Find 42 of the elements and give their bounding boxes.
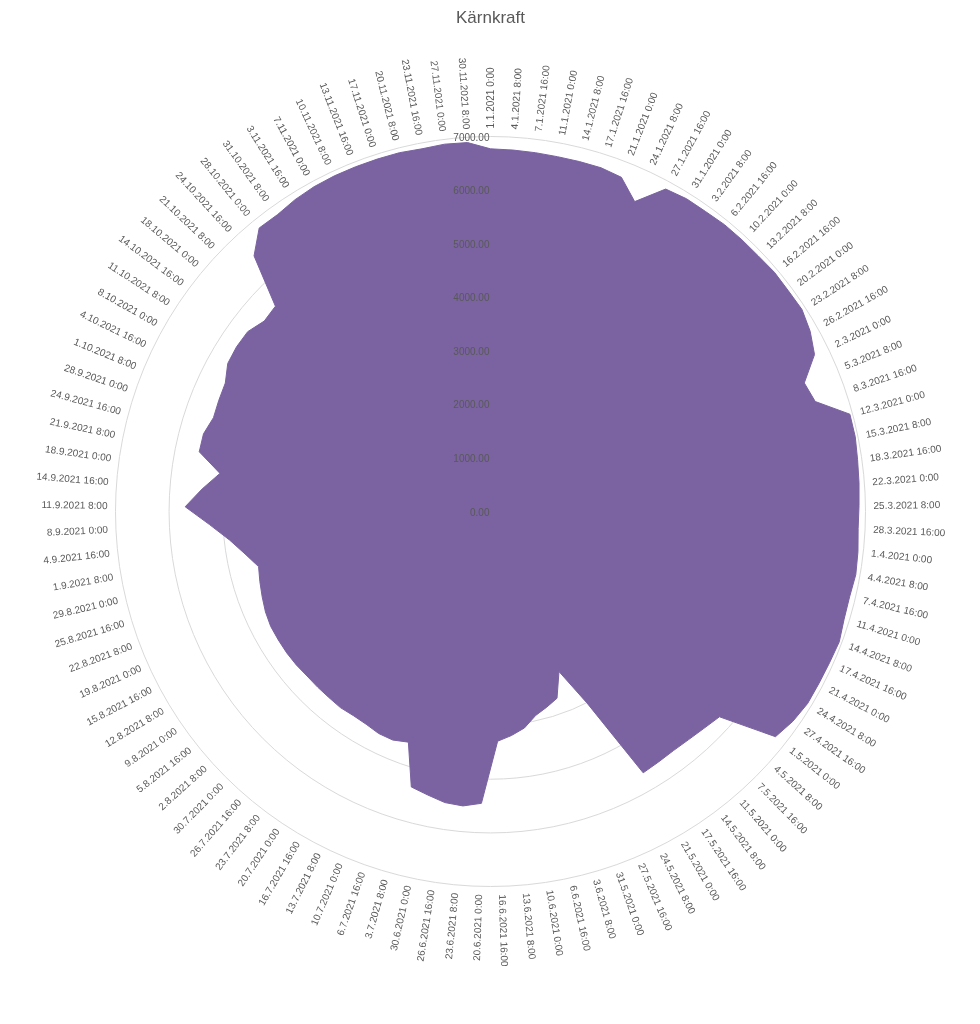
spoke-label: 23.11.2021 16:00	[399, 58, 425, 137]
y-tick-label: 1000.00	[453, 452, 490, 464]
spoke-label: 10.6.2021 0:00	[544, 889, 566, 958]
spoke-label: 4.4.2021 8:00	[866, 571, 930, 593]
spoke-label: 26.6.2021 16:00	[414, 888, 437, 963]
spoke-label: 22.3.2021 0:00	[871, 471, 940, 488]
chart-title: Kärnkraft	[456, 7, 526, 27]
spoke-label: 14.9.2021 16:00	[36, 470, 110, 488]
spoke-label: 1.4.2021 0:00	[870, 547, 934, 566]
spoke-label: 18.3.2021 16:00	[868, 442, 943, 464]
spoke-label: 21.9.2021 8:00	[48, 415, 117, 441]
y-tick-label: 0.00	[470, 506, 490, 518]
y-tick-label: 4000.00	[453, 292, 490, 304]
spoke-label: 7.1.2021 16:00	[532, 64, 552, 133]
spoke-label: 29.8.2021 0:00	[51, 594, 120, 621]
spoke-label: 18.9.2021 0:00	[44, 443, 113, 464]
spoke-label: 7.4.2021 16:00	[861, 594, 930, 621]
spoke-label: 1.1.2021 0:00	[485, 66, 496, 129]
spoke-label: 20.6.2021 0:00	[471, 893, 485, 962]
y-tick-label: 7000.00	[453, 131, 490, 143]
spoke-label: 15.3.2021 8:00	[864, 415, 933, 440]
spoke-label: 11.9.2021 8:00	[41, 499, 109, 512]
spoke-label: 4.9.2021 16:00	[42, 547, 111, 566]
spoke-label: 28.3.2021 16:00	[872, 523, 946, 539]
spoke-label: 23.6.2021 8:00	[443, 891, 461, 960]
spoke-label: 3.6.2021 8:00	[591, 878, 619, 941]
spoke-label: 11.1.2021 0:00	[556, 68, 580, 137]
spoke-label: 25.3.2021 8:00	[873, 499, 941, 512]
spoke-label: 8.9.2021 0:00	[46, 523, 109, 538]
spoke-label: 4.1.2021 8:00	[508, 67, 524, 130]
spoke-label: 14.1.2021 8:00	[579, 73, 607, 142]
spoke-label: 27.11.2021 0:00	[428, 59, 449, 133]
spoke-label: 1.9.2021 8:00	[51, 571, 115, 593]
spoke-label: 16.6.2021 16:00	[496, 894, 511, 968]
spoke-label: 13.6.2021 8:00	[520, 892, 538, 961]
y-tick-label: 6000.00	[453, 185, 490, 197]
y-tick-label: 3000.00	[453, 345, 490, 357]
spoke-label: 6.6.2021 16:00	[567, 884, 594, 953]
y-tick-label: 5000.00	[453, 238, 490, 250]
spoke-label: 30.6.2021 0:00	[387, 883, 414, 952]
spoke-label: 30.11.2021 8:00	[456, 57, 473, 131]
y-tick-label: 2000.00	[453, 399, 490, 411]
